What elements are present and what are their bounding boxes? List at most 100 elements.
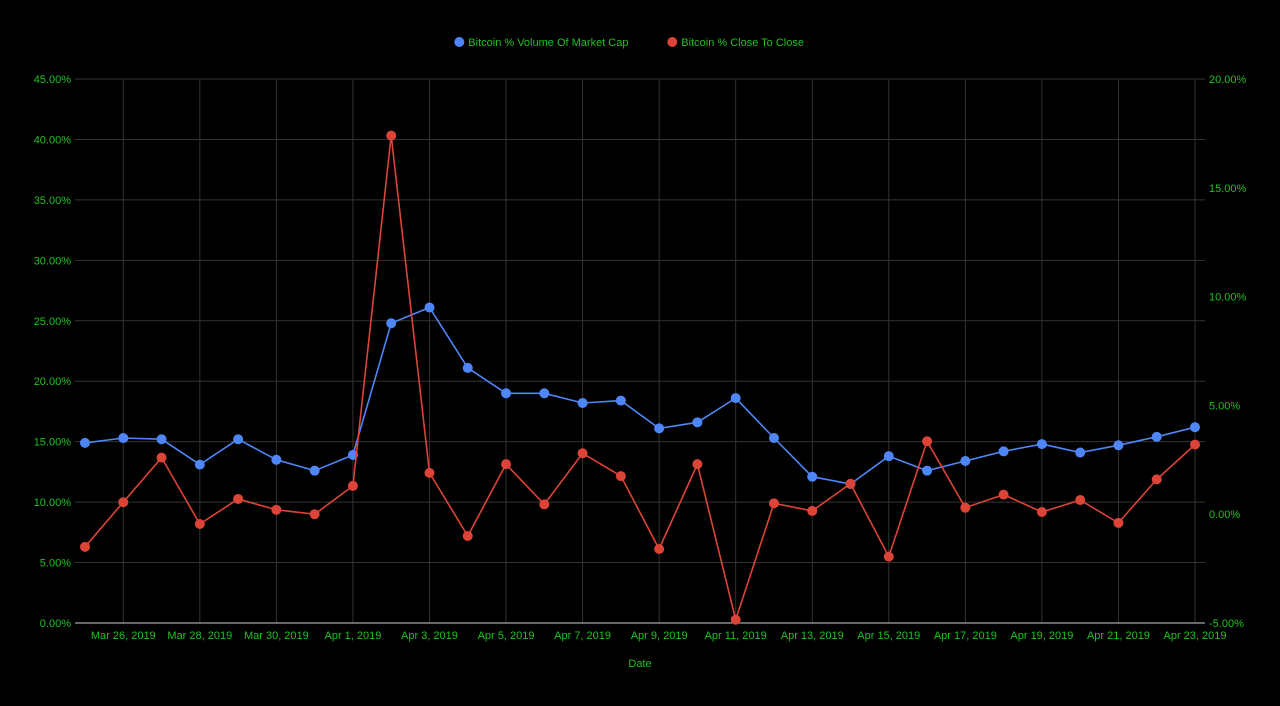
data-point <box>1113 440 1124 451</box>
data-point <box>998 489 1009 500</box>
data-point <box>501 459 512 470</box>
data-point <box>692 417 703 428</box>
data-point <box>922 465 933 476</box>
data-point <box>807 471 818 482</box>
series-layer <box>80 130 1200 625</box>
data-point <box>309 509 320 520</box>
data-point <box>845 478 856 489</box>
data-point <box>271 454 282 465</box>
data-point <box>922 436 933 447</box>
data-point <box>386 130 397 141</box>
data-point <box>386 318 397 329</box>
data-point <box>960 502 971 513</box>
y-left-tick-label: 25.00% <box>34 316 72 328</box>
y-left-tick-label: 10.00% <box>34 497 72 509</box>
data-point <box>1151 431 1162 442</box>
data-point <box>1075 495 1086 506</box>
series-line <box>84 306 1196 485</box>
data-point <box>883 451 894 462</box>
data-point <box>577 397 588 408</box>
data-point <box>807 505 818 516</box>
data-point <box>883 551 894 562</box>
x-tick-label: Apr 11, 2019 <box>705 630 767 642</box>
x-tick-label: Apr 1, 2019 <box>324 630 381 642</box>
x-tick-label: Apr 15, 2019 <box>857 630 920 642</box>
data-point <box>1113 517 1124 528</box>
y-right-tick-label: 0.00% <box>1209 509 1240 521</box>
y-left-tick-label: 45.00% <box>34 74 72 86</box>
y-left-tick-label: 40.00% <box>34 134 72 146</box>
y-right-tick-label: -5.00% <box>1209 618 1244 630</box>
x-tick-label: Apr 23, 2019 <box>1164 630 1227 642</box>
data-point <box>539 388 550 399</box>
data-point <box>80 541 90 552</box>
data-point <box>424 467 435 478</box>
x-tick-label: Apr 7, 2019 <box>554 630 611 642</box>
data-point <box>462 530 473 541</box>
axis-layer: 0.00% 5.00% 10.00% 15.00% 20.00% 25.00% 30.00%… <box>34 74 1247 642</box>
data-point <box>577 448 588 459</box>
y-left-tick-label: 20.00% <box>34 376 72 388</box>
data-point <box>462 362 473 373</box>
data-point <box>80 437 90 448</box>
data-point <box>271 504 282 515</box>
y-right-tick-label: 5.00% <box>1209 400 1240 412</box>
x-axis-title: Date <box>628 658 651 670</box>
data-point <box>730 614 741 625</box>
y-left-tick-label: 0.00% <box>40 618 71 630</box>
data-point <box>424 302 435 313</box>
data-point <box>233 493 244 504</box>
series-line <box>84 135 1196 623</box>
data-point <box>118 497 129 508</box>
data-point <box>156 434 167 445</box>
legend-marker <box>667 37 678 47</box>
x-tick-label: Apr 21, 2019 <box>1087 630 1150 642</box>
data-point <box>156 452 167 463</box>
x-tick-label: Apr 9, 2019 <box>631 630 688 642</box>
data-point <box>309 465 320 476</box>
grid-layer <box>75 78 1205 624</box>
data-point <box>118 433 129 444</box>
data-point <box>768 433 779 444</box>
y-right-tick-label: 15.00% <box>1209 183 1247 195</box>
data-point <box>1036 439 1047 450</box>
data-point <box>768 498 779 509</box>
data-point <box>194 518 205 529</box>
legend-marker <box>454 37 465 47</box>
data-point <box>998 446 1009 457</box>
legend-label: Bitcoin % Close To Close <box>681 37 804 49</box>
data-point <box>730 393 741 404</box>
data-point <box>539 499 550 510</box>
data-point <box>501 388 512 399</box>
data-point <box>194 459 205 470</box>
x-tick-label: Apr 3, 2019 <box>401 630 458 642</box>
x-tick-label: Apr 13, 2019 <box>781 630 844 642</box>
x-tick-label: Mar 30, 2019 <box>244 630 309 642</box>
x-tick-label: Apr 17, 2019 <box>934 630 997 642</box>
data-point <box>654 423 665 434</box>
data-point <box>615 471 626 482</box>
y-left-tick-label: 30.00% <box>34 255 72 267</box>
x-tick-label: Mar 26, 2019 <box>91 630 156 642</box>
y-right-tick-label: 20.00% <box>1209 74 1247 86</box>
data-point <box>960 456 971 467</box>
data-point <box>1036 507 1047 518</box>
data-point <box>347 480 358 491</box>
data-point <box>1075 447 1086 458</box>
legend: Bitcoin % Volume Of Market Cap Bitcoin % … <box>454 37 804 49</box>
data-point <box>1190 439 1200 450</box>
y-left-tick-label: 15.00% <box>34 437 72 449</box>
data-point <box>1190 422 1200 433</box>
y-left-tick-label: 5.00% <box>40 558 71 570</box>
y-left-tick-label: 35.00% <box>34 195 72 207</box>
data-point <box>233 434 244 445</box>
legend-label: Bitcoin % Volume Of Market Cap <box>468 37 628 49</box>
data-point <box>1151 474 1162 485</box>
data-point <box>615 395 626 406</box>
x-tick-label: Apr 19, 2019 <box>1010 630 1073 642</box>
data-point <box>692 459 703 470</box>
data-point <box>654 544 665 555</box>
y-right-tick-label: 10.00% <box>1209 292 1247 304</box>
